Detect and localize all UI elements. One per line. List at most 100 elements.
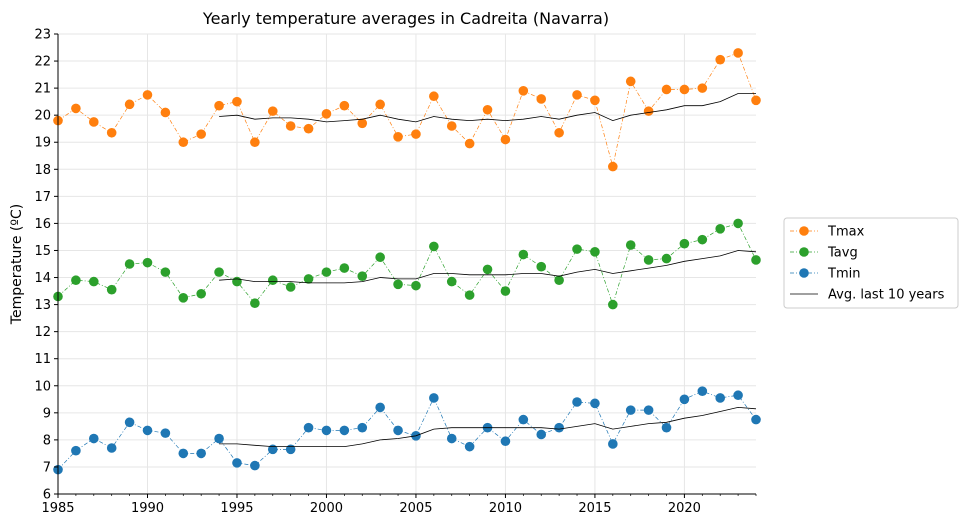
legend-label-tmin[interactable]: Tmin — [827, 267, 860, 282]
data-point-tavg — [106, 284, 117, 295]
data-point-tavg — [572, 244, 582, 254]
data-point-tmin — [160, 428, 171, 438]
data-point-tavg — [608, 299, 618, 310]
data-point-tavg — [339, 263, 350, 273]
x-tick-label: 1995 — [220, 501, 253, 516]
data-point-tmin — [518, 414, 529, 425]
data-point-tmax — [643, 106, 654, 116]
y-tick-label: 20 — [34, 109, 51, 124]
data-point-tavg — [178, 293, 189, 303]
data-point-tmin — [500, 436, 511, 447]
data-point-tmax — [536, 94, 547, 104]
data-point-tmax — [733, 48, 743, 58]
series-line-tavg — [57, 222, 757, 306]
y-tick-label: 21 — [34, 82, 51, 97]
data-point-tavg — [715, 224, 726, 234]
data-point-tmin — [554, 422, 564, 433]
y-tick-label: 17 — [34, 190, 51, 205]
data-point-tavg — [160, 267, 171, 277]
data-point-tmax — [303, 123, 314, 134]
data-point-tmax — [71, 103, 81, 114]
data-point-tavg — [733, 218, 743, 229]
data-point-tmax — [196, 129, 206, 139]
data-point-tmin — [679, 394, 690, 405]
data-point-tmin — [536, 429, 547, 440]
data-point-tmax — [142, 90, 153, 100]
data-point-tmax — [232, 96, 242, 107]
data-point-tmax — [357, 118, 368, 129]
data-point-tavg — [267, 275, 278, 286]
data-point-tmax — [518, 86, 529, 96]
data-point-tavg — [393, 279, 403, 290]
data-point-tmin — [232, 458, 242, 468]
chart-title: Yearly temperature averages in Cadreita … — [202, 9, 609, 28]
data-point-tmax — [464, 138, 475, 149]
data-point-tmax — [554, 127, 564, 138]
data-point-tavg — [357, 271, 368, 281]
data-point-tmax — [751, 95, 761, 106]
data-point-tavg — [429, 241, 439, 252]
data-point-tmax — [697, 83, 708, 93]
data-point-tavg — [196, 288, 206, 299]
y-tick-label: 22 — [34, 55, 51, 70]
legend-marker-tavg — [799, 247, 809, 257]
data-point-tmax — [429, 91, 439, 102]
data-point-tavg — [250, 298, 260, 309]
data-point-tavg — [375, 252, 385, 263]
data-point-tmax — [625, 76, 636, 87]
data-point-tmin — [572, 397, 582, 407]
data-point-tavg — [124, 259, 135, 269]
data-point-tmax — [446, 121, 457, 131]
data-point-tmax — [393, 132, 403, 142]
x-tick-label: 2005 — [399, 501, 432, 516]
data-point-tavg — [142, 257, 153, 268]
y-tick-label: 11 — [34, 352, 51, 367]
data-point-tavg — [88, 276, 99, 287]
data-point-tavg — [661, 253, 672, 264]
legend-label-tavg[interactable]: Tavg — [827, 246, 858, 261]
y-tick-label: 23 — [34, 28, 51, 43]
y-tick-label: 19 — [34, 136, 51, 151]
series-line-avg-10-years — [219, 406, 757, 448]
legend-box — [783, 217, 959, 309]
data-point-tmax — [160, 107, 171, 118]
data-point-tmin — [446, 433, 457, 444]
series-layer — [53, 48, 761, 475]
data-point-tavg — [446, 276, 457, 287]
x-tick-label: 1990 — [131, 501, 164, 516]
y-axis-label: Temperature (ºC) — [9, 204, 25, 325]
series-line-avg-10-years — [219, 93, 756, 123]
x-tick-label: 2010 — [489, 501, 522, 516]
data-point-tmax — [214, 100, 224, 111]
data-point-tmin — [142, 425, 153, 436]
y-tick-label: 15 — [34, 244, 51, 259]
data-point-tmin — [303, 422, 314, 433]
data-point-tmin — [285, 444, 296, 455]
data-point-tmin — [608, 439, 618, 449]
data-point-tavg — [643, 255, 654, 265]
legend-marker-tmin — [799, 268, 809, 278]
legend[interactable]: Tmax Tavg Tmin Avg. last 10 years — [783, 217, 959, 309]
data-point-tmax — [178, 137, 189, 148]
data-point-tmax — [572, 90, 582, 100]
data-point-tmin — [697, 386, 708, 396]
y-tick-label: 9 — [43, 406, 51, 421]
legend-label-avg-last-10-years[interactable]: Avg. last 10 years — [828, 288, 945, 303]
data-point-tmin — [715, 393, 726, 403]
axes: 6 7 8 9 10 11 12 13 14 15 16 17 18 19 20 21 22 23 1985 1990… — [34, 28, 757, 516]
legend-label-tmax[interactable]: Tmax — [827, 225, 865, 240]
data-point-tmin — [375, 402, 385, 413]
y-tick-label: 16 — [34, 217, 51, 232]
data-point-tavg — [554, 275, 564, 286]
y-tick-label: 14 — [34, 271, 51, 286]
data-point-tmin — [643, 405, 654, 415]
data-point-tmin — [751, 414, 761, 425]
data-point-tmax — [375, 99, 385, 110]
data-point-tmin — [71, 445, 81, 456]
data-point-tavg — [625, 240, 636, 250]
data-point-tmin — [88, 433, 99, 444]
data-point-tmax — [679, 84, 690, 95]
y-tick-label: 8 — [43, 433, 51, 448]
data-point-tmax — [267, 106, 278, 116]
data-point-tmax — [250, 137, 260, 148]
